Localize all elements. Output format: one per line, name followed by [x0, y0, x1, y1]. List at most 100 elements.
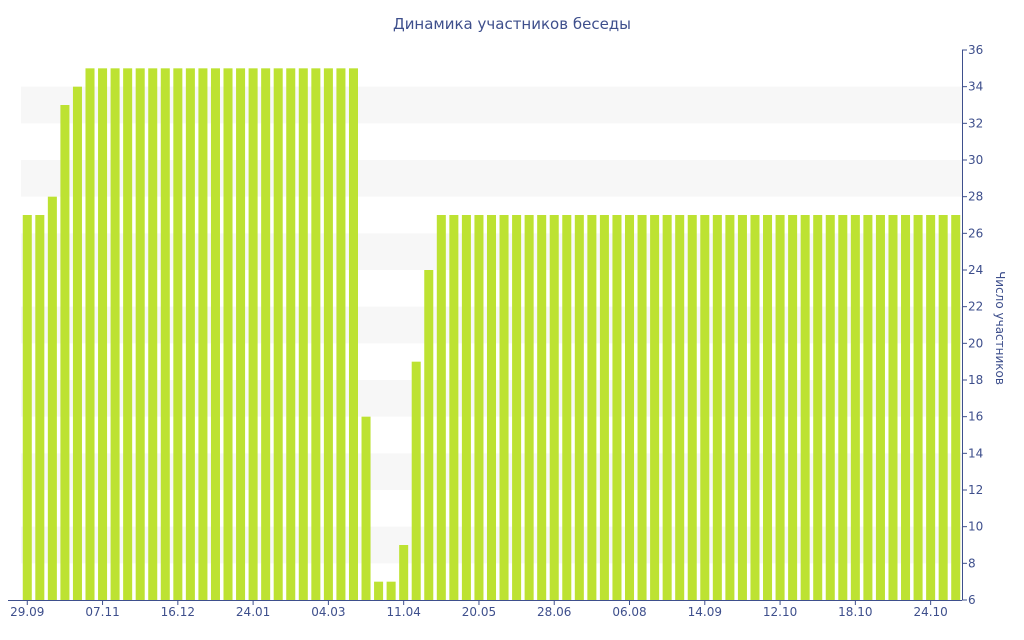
y-tick-label: 10 — [968, 520, 983, 534]
bar — [725, 215, 735, 600]
x-tick-label: 04.03 — [311, 605, 345, 619]
bar — [675, 215, 685, 600]
bar — [72, 86, 82, 601]
x-tick-label: 07.11 — [85, 605, 119, 619]
y-tick-label: 34 — [968, 80, 983, 94]
y-tick-label: 12 — [968, 483, 983, 497]
bar — [236, 68, 246, 600]
x-tick-label: 24.01 — [236, 605, 270, 619]
bar — [261, 68, 271, 600]
y-tick-label: 24 — [968, 263, 983, 277]
y-axis: 6 8 10 12 14 16 18 20 22 24 26 28 30 32 34 36 — [962, 43, 983, 607]
x-tick-label: 12.10 — [763, 605, 797, 619]
bar — [938, 215, 948, 600]
bar — [838, 215, 848, 600]
bar — [110, 68, 120, 600]
bar — [763, 215, 773, 600]
x-axis: 29.09 07.11 16.12 24.01 04.03 11.04 20.05 28.06… — [8, 600, 962, 619]
bar — [574, 215, 584, 600]
y-tick-label: 18 — [968, 373, 983, 387]
bar — [424, 270, 434, 600]
bar — [273, 68, 283, 600]
x-tick-label: 16.12 — [161, 605, 195, 619]
bar — [399, 545, 409, 600]
bar — [951, 215, 961, 600]
bar — [386, 581, 396, 600]
bar — [135, 68, 145, 600]
bar — [800, 215, 810, 600]
bar — [901, 215, 911, 600]
x-tick-label: 28.06 — [537, 605, 571, 619]
bar — [863, 215, 873, 600]
x-tick-label: 11.04 — [386, 605, 420, 619]
bar — [637, 215, 647, 600]
y-tick-label: 20 — [968, 336, 983, 350]
bar — [248, 68, 258, 600]
bar — [361, 416, 371, 600]
bar — [22, 215, 32, 600]
x-tick-label: 14.09 — [688, 605, 722, 619]
bar — [35, 215, 45, 600]
bar — [336, 68, 346, 600]
y-tick-label: 26 — [968, 226, 983, 240]
bar — [123, 68, 133, 600]
x-tick-label: 20.05 — [462, 605, 496, 619]
bar — [825, 215, 835, 600]
bar — [562, 215, 572, 600]
y-tick-label: 16 — [968, 410, 983, 424]
bar — [850, 215, 860, 600]
y-tick-label: 22 — [968, 300, 983, 314]
bar — [298, 68, 308, 600]
bar — [813, 215, 823, 600]
y-tick-label: 36 — [968, 43, 983, 57]
bar — [148, 68, 158, 600]
bar — [160, 68, 170, 600]
x-tick-label: 24.10 — [913, 605, 947, 619]
bar — [474, 215, 484, 600]
bar — [875, 215, 885, 600]
bar — [449, 215, 459, 600]
bar — [223, 68, 233, 600]
bar — [549, 215, 559, 600]
bars — [22, 68, 961, 601]
bar — [737, 215, 747, 600]
bar — [712, 215, 722, 600]
bar — [461, 215, 471, 600]
chart-title: Динамика участников беседы — [393, 15, 631, 33]
bar — [537, 215, 547, 600]
bar — [323, 68, 333, 600]
bar — [750, 215, 760, 600]
bar — [524, 215, 534, 600]
bar — [411, 361, 421, 600]
bar — [888, 215, 898, 600]
bar — [486, 215, 497, 600]
bar — [926, 215, 936, 600]
bar — [625, 215, 635, 600]
y-tick-label: 28 — [968, 190, 983, 204]
bar — [311, 68, 321, 600]
bar — [286, 68, 296, 600]
x-tick-label: 06.08 — [612, 605, 646, 619]
bar — [85, 68, 95, 600]
bar — [775, 215, 785, 600]
y-axis-label: Число участников — [993, 271, 1007, 385]
bar — [198, 68, 208, 600]
y-tick-label: 6 — [968, 593, 976, 607]
y-tick-label: 30 — [968, 153, 983, 167]
y-tick-label: 14 — [968, 446, 983, 460]
bar — [173, 68, 183, 600]
y-tick-label: 8 — [968, 556, 976, 570]
bar — [788, 215, 798, 600]
y-tick-label: 32 — [968, 116, 983, 130]
bar — [687, 215, 697, 600]
bar — [700, 215, 710, 600]
bar — [599, 215, 609, 600]
bar — [60, 105, 70, 600]
bar — [348, 68, 358, 600]
bar — [374, 581, 384, 600]
bar — [662, 215, 672, 600]
bar — [185, 68, 195, 600]
bar — [47, 196, 57, 601]
bar — [512, 215, 522, 600]
